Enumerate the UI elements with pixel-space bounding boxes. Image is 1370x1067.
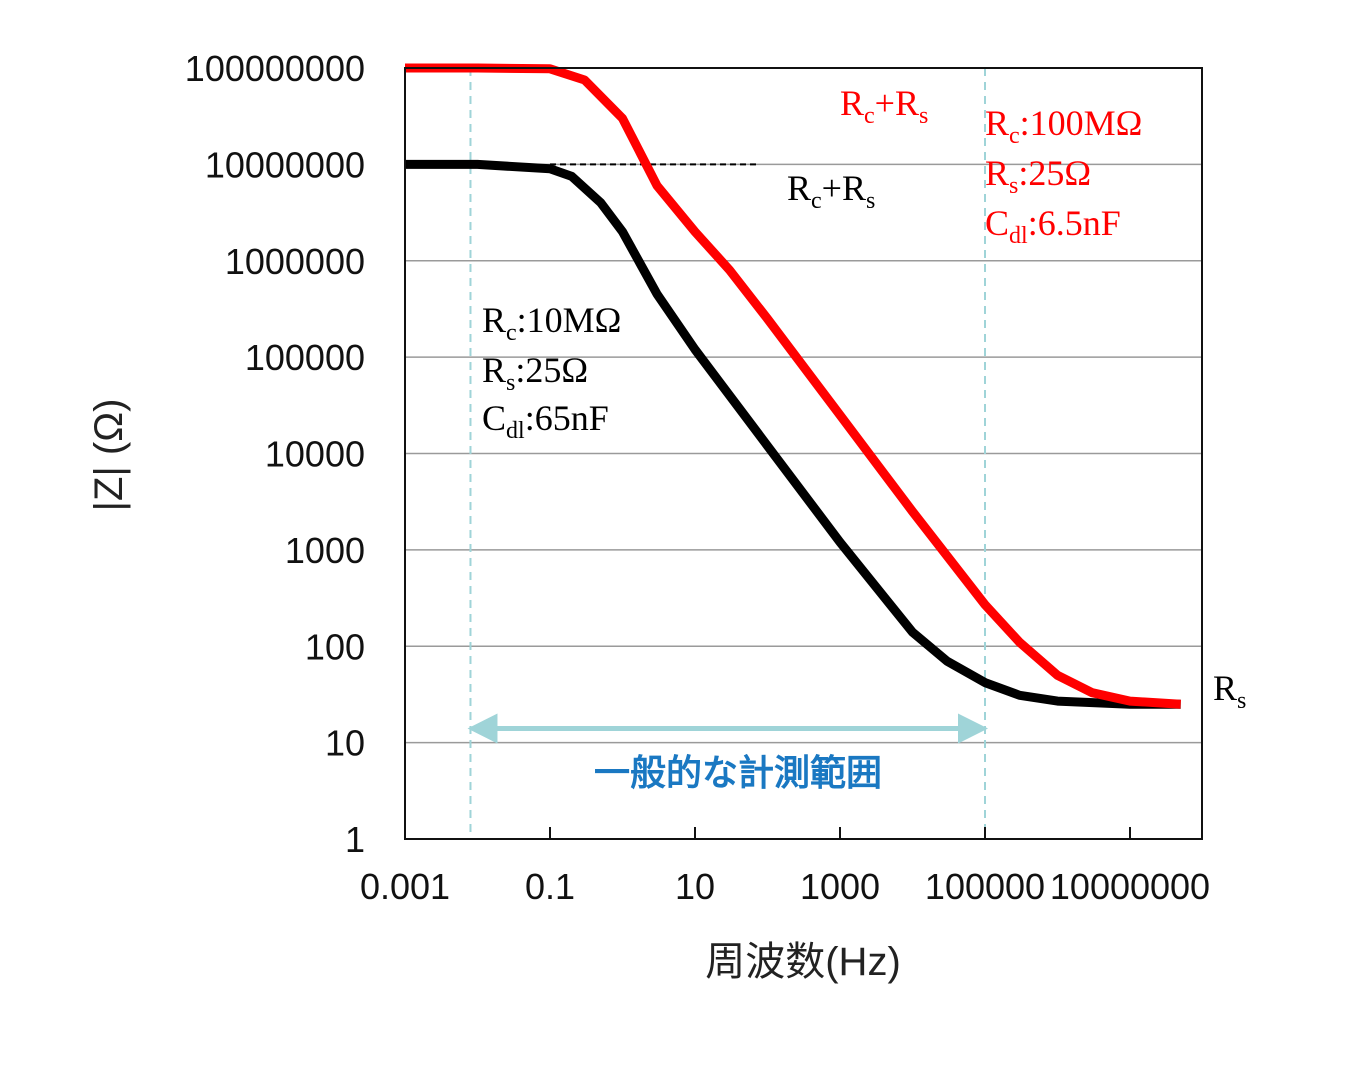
x-tick-label: 10000000 [1050, 866, 1210, 907]
series-line [405, 159, 1181, 709]
red-params: Rc:100MΩ Rs:25Ω Cdl:6.5nF [985, 103, 1142, 249]
red-sum-label: Rc+Rs [840, 83, 928, 129]
y-tick-label: 1000 [285, 530, 365, 571]
y-tick-label: 10 [325, 723, 365, 764]
plot-frame [404, 67, 1203, 840]
x-tick-label: 10 [675, 866, 715, 907]
range-arrow: 一般的な計測範囲 [467, 713, 988, 793]
x-tick-label: 0.001 [360, 866, 450, 907]
rs-label: Rs [1213, 668, 1246, 714]
black-params: Rc:10MΩ Rs:25Ω Cdl:65nF [482, 300, 621, 444]
y-tick-label: 1 [345, 819, 365, 860]
x-tick-label: 1000 [800, 866, 880, 907]
x-tick-label: 0.1 [525, 866, 575, 907]
vertical-markers [469, 68, 986, 839]
y-tick-label: 100000 [245, 337, 365, 378]
y-axis-title: |Z| (Ω) [87, 399, 131, 512]
reference-lines [550, 67, 790, 166]
y-tick-label: 10000000 [205, 144, 365, 185]
series-line [405, 63, 1181, 709]
red-param-rc: Rc:100MΩ [985, 103, 1142, 149]
series-lines [405, 63, 1181, 709]
y-tick-label: 1000000 [225, 241, 365, 282]
y-tick-label: 100000000 [185, 48, 365, 89]
x-ticks: 0.001 0.1 10 1000 100000 10000000 [360, 827, 1210, 907]
x-axis-title: 周波数(Hz) [705, 940, 901, 984]
black-param-rc: Rc:10MΩ [482, 300, 621, 346]
red-param-cdl: Cdl:6.5nF [985, 203, 1121, 249]
y-ticks: 100000000 10000000 1000000 100000 10000 1000 1… [185, 48, 365, 860]
red-param-rs: Rs:25Ω [985, 153, 1091, 199]
black-sum-label: Rc+Rs [787, 168, 875, 214]
black-param-rs: Rs:25Ω [482, 350, 588, 396]
black-param-cdl: Cdl:65nF [482, 398, 609, 444]
y-tick-label: 100 [305, 626, 365, 667]
range-label: 一般的な計測範囲 [594, 752, 882, 793]
x-tick-label: 100000 [925, 866, 1045, 907]
y-tick-label: 10000 [265, 434, 365, 475]
